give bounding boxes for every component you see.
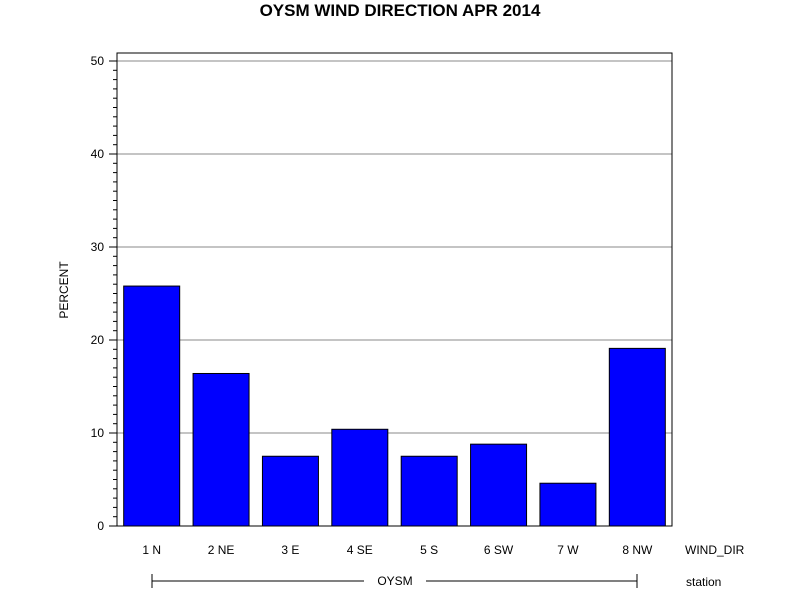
bar-6-sw [470, 443, 528, 527]
y-tick-label: 50 [91, 54, 105, 68]
group-axis: OYSM [151, 574, 638, 588]
chart-title: OYSM WIND DIRECTION APR 2014 [259, 1, 541, 20]
y-tick-label: 10 [91, 426, 105, 440]
x-tick-label: 1 N [142, 543, 161, 557]
y-tick-label: 20 [91, 333, 105, 347]
x-tick-label: 8 NW [622, 543, 653, 557]
group-axis-label: station [686, 575, 721, 589]
x-tick-label: 2 NE [208, 543, 235, 557]
y-tick-label: 40 [91, 147, 105, 161]
bar-1-n [123, 285, 181, 527]
y-axis-label: PERCENT [57, 261, 71, 319]
bar-3-e [261, 455, 319, 527]
x-tick-label: 6 SW [484, 543, 514, 557]
x-tick-label: 4 SE [347, 543, 373, 557]
bar-8-nw [608, 347, 666, 527]
x-tick-label: 3 E [281, 543, 299, 557]
y-axis: 0 10 20 30 40 50 [91, 54, 117, 533]
bar-5-s [400, 455, 458, 527]
group-label: OYSM [377, 574, 412, 588]
x-tick-label: 5 S [420, 543, 438, 557]
bar-2-ne [192, 372, 250, 527]
grid-lines [117, 60, 672, 434]
bars [123, 285, 666, 527]
x-axis: 1 N 2 NE 3 E 4 SE 5 S 6 SW 7 W 8 NW [142, 543, 653, 557]
y-tick-label: 0 [97, 519, 104, 533]
bar-7-w [539, 482, 597, 527]
x-axis-label: WIND_DIR [685, 543, 745, 557]
y-tick-label: 30 [91, 240, 105, 254]
plot-frame [116, 52, 673, 527]
x-tick-label: 7 W [557, 543, 579, 557]
bar-4-se [331, 428, 389, 527]
